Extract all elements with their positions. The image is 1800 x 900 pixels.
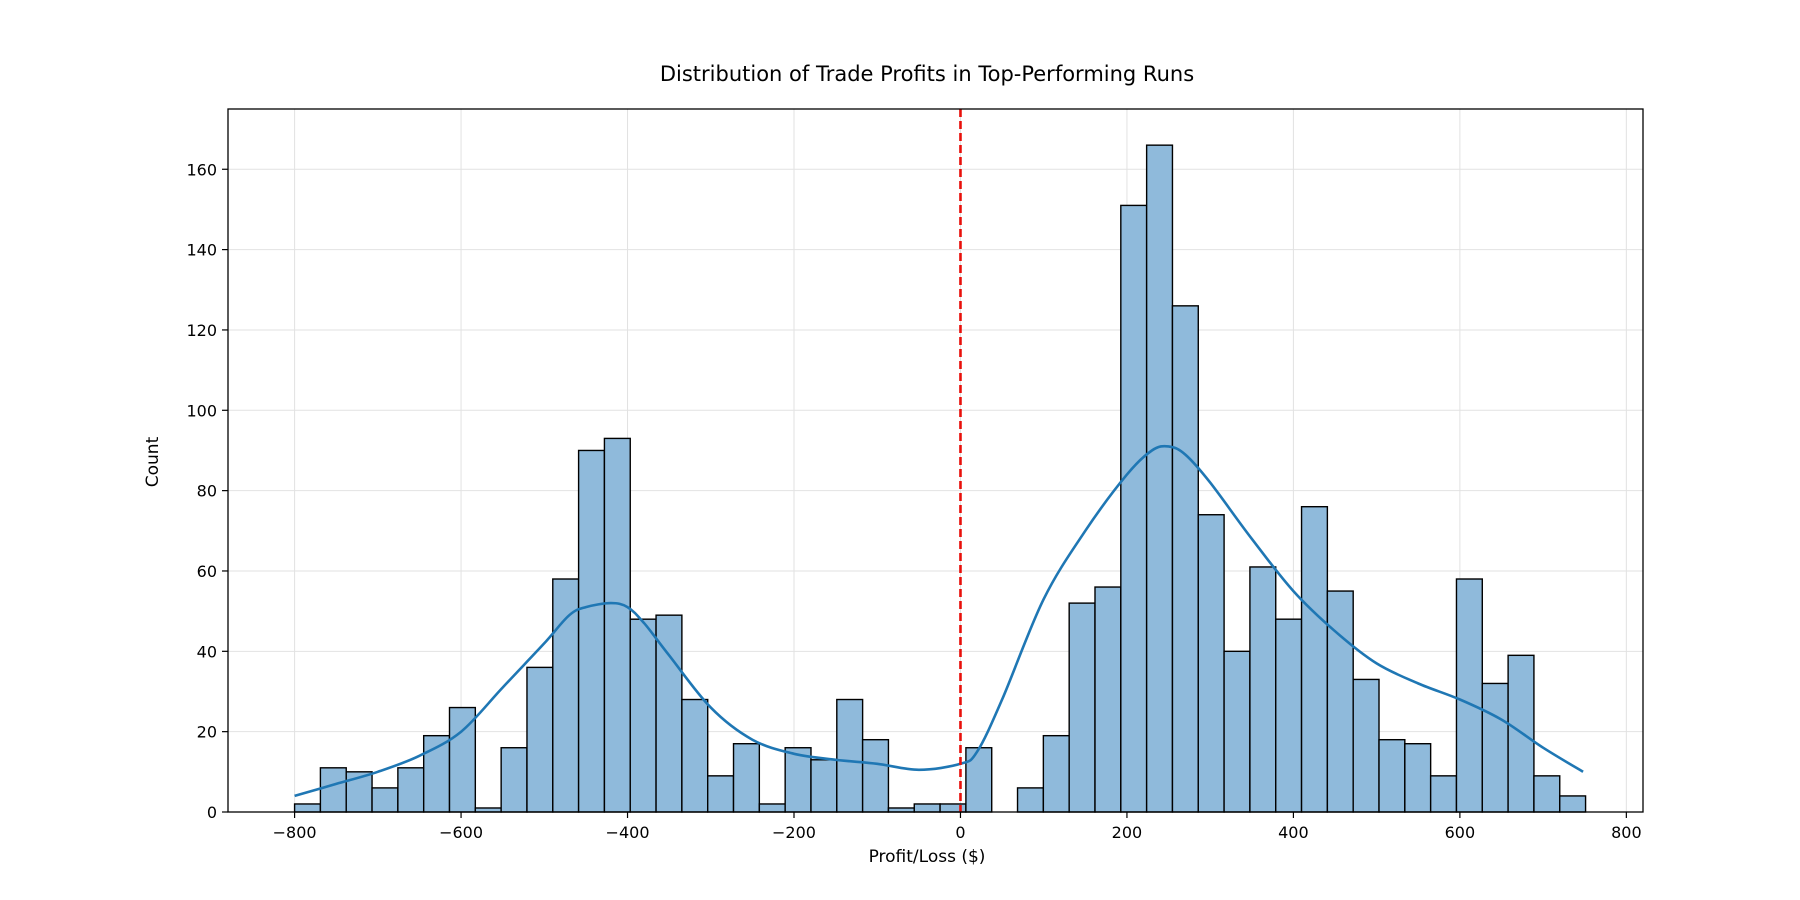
- x-axis-label: Profit/Loss ($): [869, 847, 986, 867]
- y-tick-label-8: 160: [186, 160, 217, 179]
- histogram-bar-10: [553, 579, 579, 812]
- histogram-bar-15: [682, 700, 708, 812]
- histogram-bar-31: [1095, 587, 1121, 812]
- histogram-bar-25: [940, 804, 966, 812]
- histogram-bar-48: [1534, 776, 1560, 812]
- x-tick-label-3: −200: [772, 823, 816, 842]
- histogram-bar-22: [863, 740, 889, 812]
- histogram-bar-20: [811, 760, 837, 812]
- histogram-bar-4: [398, 768, 424, 812]
- y-axis-label: Count: [143, 436, 163, 487]
- histogram-bar-9: [527, 667, 553, 812]
- histogram-bar-45: [1456, 579, 1482, 812]
- histogram-bar-13: [630, 619, 656, 812]
- histogram-bar-49: [1560, 796, 1586, 812]
- histogram-bar-46: [1482, 683, 1508, 812]
- histogram-bar-12: [604, 438, 630, 812]
- histogram-bar-8: [501, 748, 527, 812]
- y-tick-label-4: 80: [197, 482, 217, 501]
- x-tick-label-0: −800: [273, 823, 317, 842]
- y-tick-label-7: 140: [186, 241, 217, 260]
- histogram-bar-16: [708, 776, 734, 812]
- histogram-bar-34: [1172, 306, 1198, 812]
- histogram-bar-42: [1379, 740, 1405, 812]
- histogram-bar-3: [372, 788, 398, 812]
- histogram-bar-30: [1069, 603, 1095, 812]
- histogram-bar-38: [1276, 619, 1302, 812]
- histogram-bar-26: [966, 748, 992, 812]
- histogram-bar-24: [914, 804, 940, 812]
- histogram-bars: [295, 145, 1586, 812]
- histogram-bar-0: [295, 804, 321, 812]
- x-tick-label-6: 400: [1278, 823, 1309, 842]
- histogram-bar-32: [1121, 205, 1147, 812]
- y-tick-label-6: 120: [186, 321, 217, 340]
- x-tick-label-1: −600: [439, 823, 483, 842]
- x-tick-label-5: 200: [1112, 823, 1143, 842]
- x-tick-label-7: 600: [1445, 823, 1476, 842]
- x-axis-ticks: −800 −600 −400 −200 0 200 400 600 800: [273, 812, 1642, 842]
- x-tick-label-2: −400: [606, 823, 650, 842]
- histogram-bar-43: [1405, 744, 1431, 812]
- histogram-bar-37: [1250, 567, 1276, 812]
- histogram-bar-29: [1043, 736, 1069, 812]
- y-tick-label-1: 20: [197, 723, 217, 742]
- histogram-bar-41: [1353, 679, 1379, 812]
- chart-title: Distribution of Trade Profits in Top-Per…: [660, 62, 1194, 86]
- y-axis-ticks: 0 20 40 60 80 100 120 140 160: [186, 160, 228, 822]
- histogram-bar-35: [1198, 515, 1224, 812]
- histogram-bar-28: [1018, 788, 1044, 812]
- x-tick-label-4: 0: [955, 823, 965, 842]
- plot-frame: [228, 109, 1643, 812]
- histogram-bar-40: [1327, 591, 1353, 812]
- histogram-bar-1: [320, 768, 346, 812]
- histogram-bar-18: [759, 804, 785, 812]
- histogram-bar-17: [734, 744, 760, 812]
- histogram-bar-21: [837, 700, 863, 812]
- x-tick-label-8: 800: [1611, 823, 1642, 842]
- histogram-bar-36: [1224, 651, 1250, 812]
- histogram-bar-11: [579, 450, 605, 812]
- y-tick-label-5: 100: [186, 401, 217, 420]
- histogram-bar-44: [1431, 776, 1457, 812]
- histogram-bar-39: [1302, 507, 1328, 812]
- y-tick-label-0: 0: [207, 803, 217, 822]
- histogram-bar-33: [1147, 145, 1173, 812]
- grid-lines: [228, 109, 1643, 812]
- y-tick-label-3: 60: [197, 562, 217, 581]
- y-tick-label-2: 40: [197, 642, 217, 661]
